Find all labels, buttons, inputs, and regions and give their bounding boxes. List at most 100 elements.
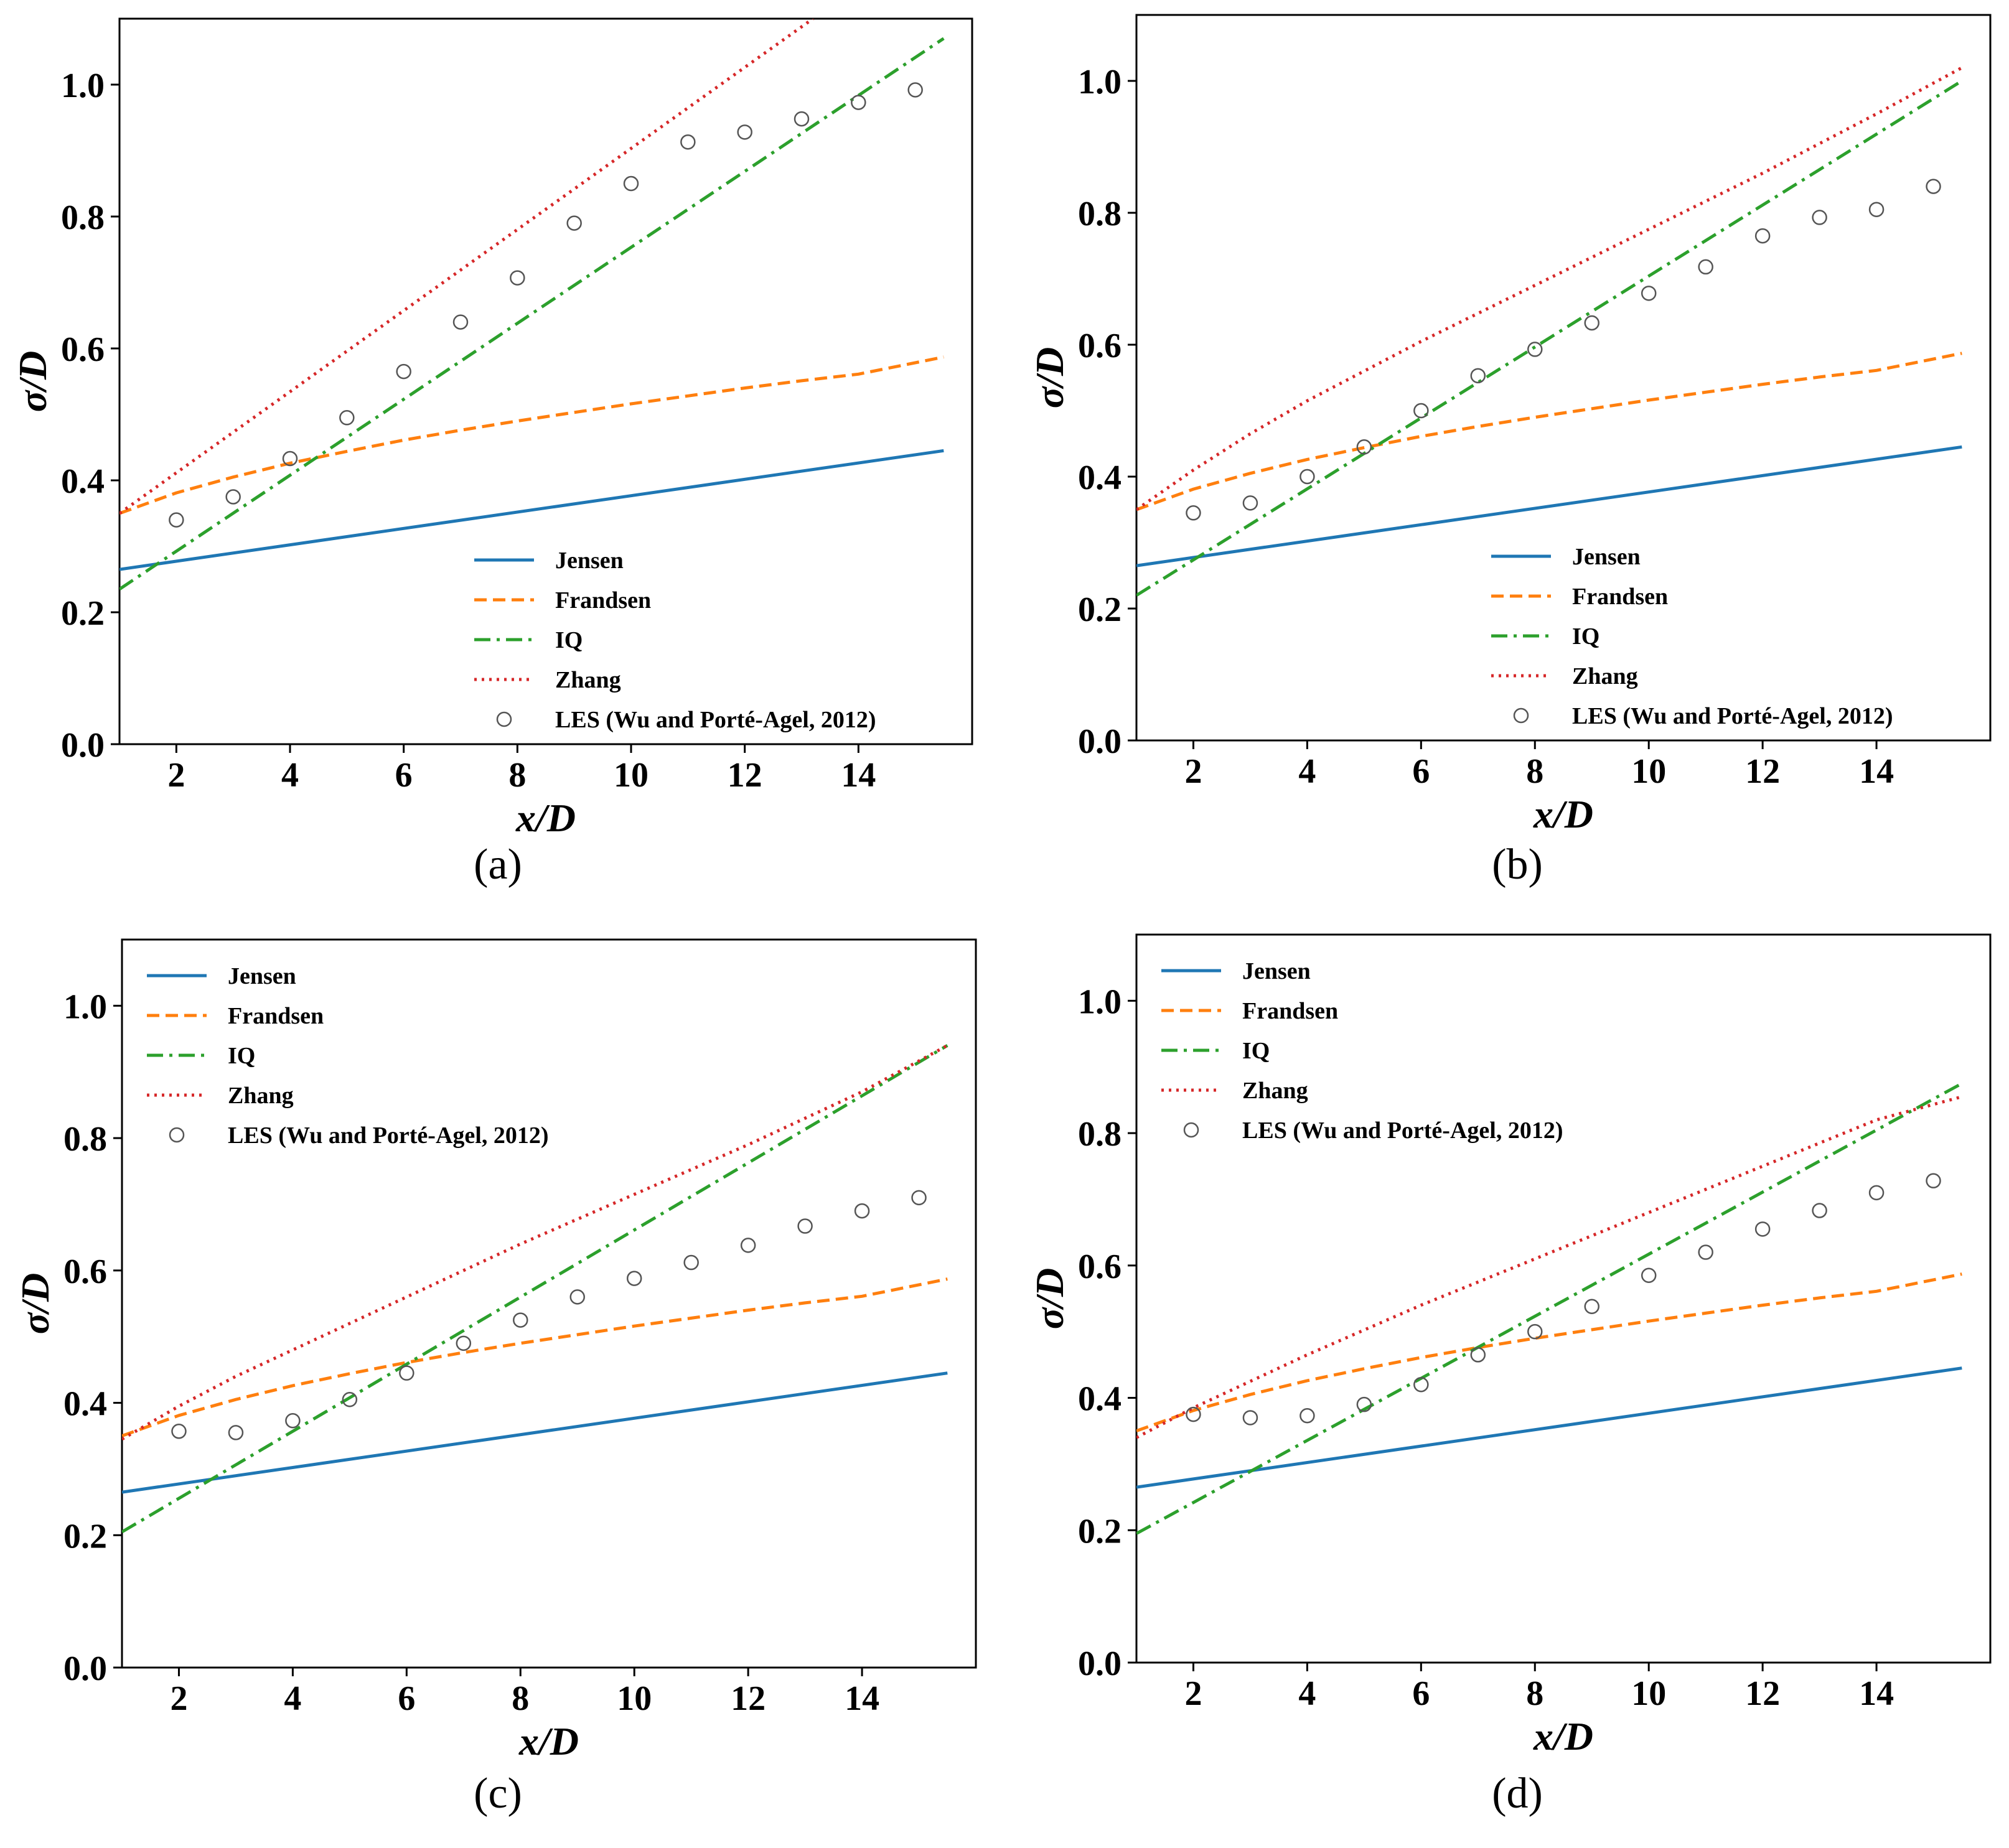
frandsen-series-line <box>119 355 944 515</box>
x-tick-label: 6 <box>395 756 413 795</box>
x-tick-label: 12 <box>731 1679 766 1718</box>
x-tick-label: 8 <box>1526 752 1543 791</box>
plot-frame <box>121 938 977 1669</box>
iq-series-line <box>119 37 945 590</box>
y-tick-label: 0.0 <box>61 726 105 765</box>
y-tick-label: 0.2 <box>1078 1512 1122 1551</box>
panel-caption: (c) <box>474 1770 522 1818</box>
panel-a: 2 4 6 8 10 12 14 0.0 0.2 0.4 0.6 0.8 1.0 x/D σ/D Jensen… <box>11 17 973 889</box>
legend-swatch-les <box>496 711 512 727</box>
y-tick-label: 1.0 <box>61 67 105 105</box>
les-data-point <box>513 1312 528 1328</box>
les-data-point <box>683 1254 699 1271</box>
plot-area <box>1136 1082 1963 1535</box>
legend-label-les: LES (Wu and Porté-Agel, 2012) <box>228 1122 548 1149</box>
les-data-point <box>740 1238 756 1253</box>
les-data-point <box>456 1335 472 1351</box>
y-tick-label: 0.6 <box>1078 327 1122 365</box>
les-data-point <box>1812 1203 1827 1218</box>
panel-caption: (b) <box>1492 841 1543 889</box>
y-tick-label: 0.0 <box>1078 722 1122 761</box>
y-tick-label: 0.0 <box>63 1650 107 1688</box>
y-tick-label: 0.6 <box>1078 1248 1122 1286</box>
legend-swatch-les <box>1183 1122 1199 1138</box>
zhang-series-line <box>119 19 814 515</box>
les-data-point <box>737 124 752 140</box>
y-tick-label: 0.2 <box>1078 590 1122 629</box>
legend-label-les: LES (Wu and Porté-Agel, 2012) <box>1242 1118 1563 1144</box>
y-tick-label: 0.8 <box>61 198 105 237</box>
plot-frame <box>1135 933 1992 1664</box>
x-tick-label: 2 <box>1184 752 1202 791</box>
legend-label-zhang: Zhang <box>1242 1078 1308 1104</box>
panel-d: 2 4 6 8 10 12 14 0.0 0.2 0.4 0.6 0.8 1.0 x/D σ/D Jensen… <box>1028 933 1992 1818</box>
les-data-point <box>1470 1347 1486 1363</box>
x-tick-label: 12 <box>728 756 762 795</box>
les-data-point <box>1584 315 1599 331</box>
y-tick-label: 0.4 <box>61 462 105 501</box>
panel-caption: (d) <box>1492 1770 1543 1818</box>
x-tick-label: 2 <box>167 756 185 795</box>
les-data-point <box>285 1413 301 1429</box>
legend-label-zhang: Zhang <box>555 667 621 693</box>
frandsen-series-line <box>1136 352 1962 511</box>
legend-label-iq: IQ <box>1242 1038 1270 1064</box>
les-data-point <box>1641 1267 1657 1284</box>
les-data-point <box>1754 228 1771 244</box>
x-tick-label: 4 <box>1298 752 1316 791</box>
x-axis-label: x/D <box>518 1719 579 1763</box>
plot-area <box>1136 66 1963 597</box>
panel-b: 2 4 6 8 10 12 14 0.0 0.2 0.4 0.6 0.8 1.0 x/D σ/D Jensen… <box>1028 14 1992 889</box>
les-data-point <box>1527 1323 1543 1340</box>
les-data-point <box>1584 1299 1599 1315</box>
iq-series-line <box>1136 1082 1963 1535</box>
les-data-point <box>225 489 241 505</box>
les-data-point <box>1698 1244 1713 1260</box>
x-tick-label: 2 <box>1184 1674 1202 1713</box>
x-tick-label: 10 <box>1631 1674 1666 1713</box>
x-tick-label: 10 <box>1631 752 1666 791</box>
x-tick-label: 6 <box>398 1679 415 1718</box>
legend-label-frandsen: Frandsen <box>228 1003 324 1029</box>
les-data-point <box>569 1289 585 1305</box>
les-data-point <box>1926 1173 1941 1188</box>
les-data-point <box>1356 1396 1372 1412</box>
y-tick-label: 0.0 <box>1078 1645 1122 1683</box>
les-data-point <box>399 1365 414 1381</box>
les-data-point <box>1242 1410 1258 1426</box>
x-tick-label: 4 <box>284 1679 301 1718</box>
frandsen-series-line <box>122 1277 948 1438</box>
les-data-point <box>339 410 355 426</box>
legend-label-zhang: Zhang <box>228 1083 294 1109</box>
y-tick-label: 0.6 <box>61 330 105 369</box>
les-data-point <box>680 134 696 150</box>
x-tick-label: 10 <box>614 756 649 795</box>
les-data-point <box>1641 286 1657 301</box>
les-data-point <box>1868 202 1885 217</box>
x-axis-label: x/D <box>515 796 576 840</box>
jensen-series-line <box>119 449 944 571</box>
legend-label-jensen: Jensen <box>1242 958 1311 984</box>
panel-c: 2 4 6 8 10 12 14 0.0 0.2 0.4 0.6 0.8 1.0 x/D σ/D Jensen… <box>13 938 977 1818</box>
y-tick-label: 0.4 <box>1078 459 1122 497</box>
les-data-point <box>452 314 469 330</box>
y-tick-label: 0.8 <box>63 1120 107 1159</box>
jensen-series-line <box>1136 445 1962 567</box>
y-tick-label: 1.0 <box>63 987 107 1026</box>
y-axis-label: σ/D <box>1028 1268 1072 1330</box>
y-axis-label: σ/D <box>13 1273 57 1335</box>
legend-label-iq: IQ <box>1572 623 1599 650</box>
y-tick-label: 0.2 <box>61 594 105 633</box>
les-data-point <box>1300 1408 1315 1424</box>
les-data-point <box>1186 505 1201 521</box>
y-tick-label: 0.8 <box>1078 1115 1122 1154</box>
y-axis-label: σ/D <box>11 351 55 413</box>
les-data-point <box>1413 1377 1429 1393</box>
jensen-series-line <box>1136 1366 1962 1489</box>
jensen-series-line <box>122 1371 948 1494</box>
plot-area <box>122 1044 948 1534</box>
y-tick-label: 0.6 <box>63 1253 107 1291</box>
legend-swatch-les <box>1513 707 1529 724</box>
legend-label-jensen: Jensen <box>555 548 624 574</box>
